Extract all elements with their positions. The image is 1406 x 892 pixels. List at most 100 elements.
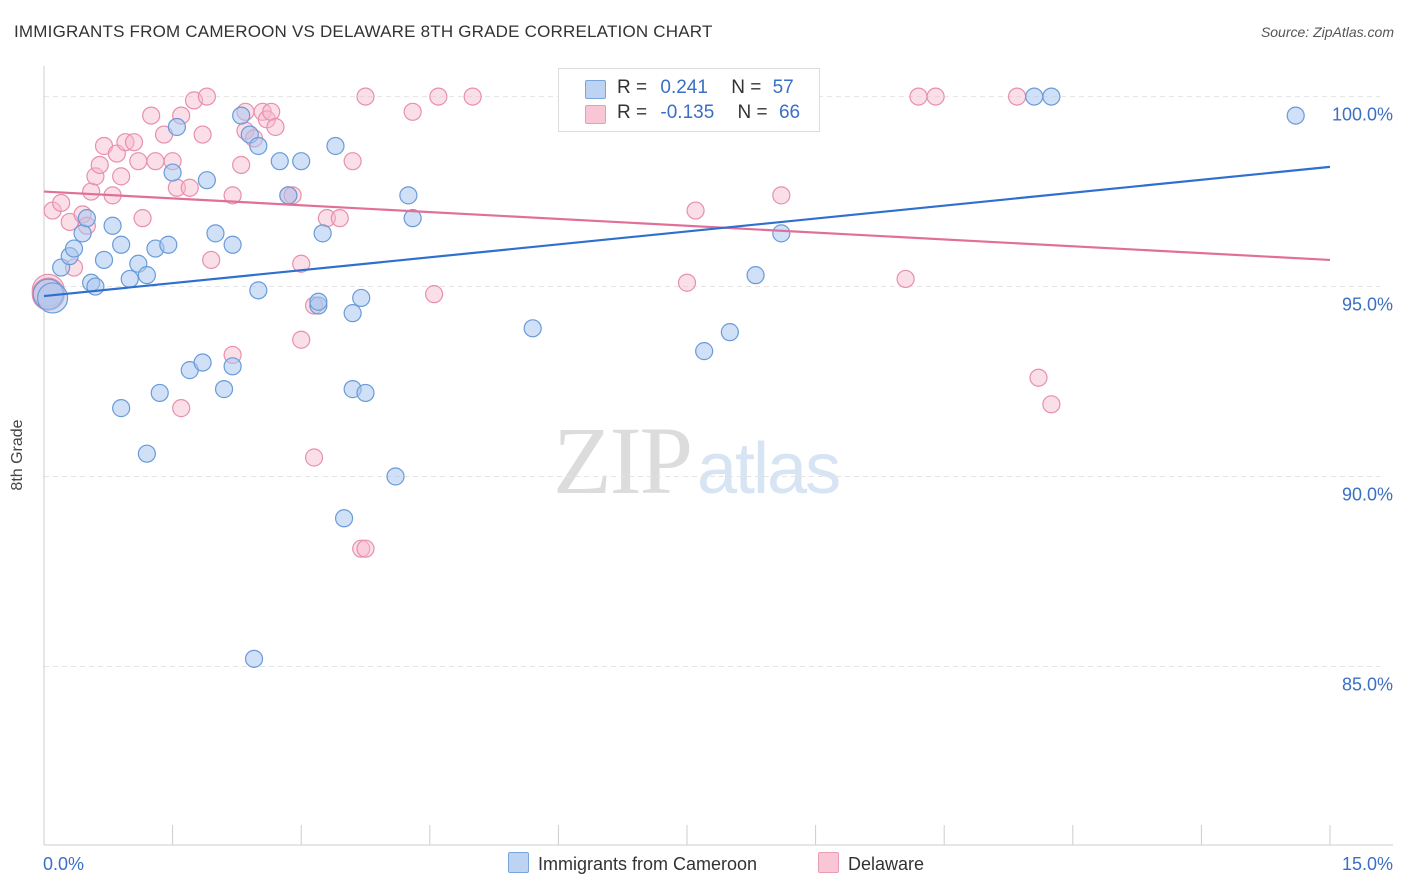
delaware-point: [909, 87, 928, 106]
legend-n-value: 66: [778, 102, 801, 123]
delaware-point: [1007, 87, 1027, 106]
delaware-point: [343, 152, 362, 171]
delaware-point: [112, 167, 131, 186]
cameroon-point: [292, 152, 311, 171]
legend-r-value: 0.241: [660, 77, 708, 98]
cameroon-point: [214, 380, 234, 399]
cameroon-point: [120, 269, 139, 289]
legend-n-label: N =: [731, 77, 762, 98]
bottom-legend-delaware-label: Delaware: [848, 854, 925, 874]
delaware-point: [52, 193, 71, 213]
delaware-point: [193, 125, 212, 144]
cameroon-point: [193, 353, 212, 372]
cameroon-point: [103, 216, 122, 235]
delaware-point: [1029, 368, 1048, 387]
delaware-point: [146, 152, 165, 171]
cameroon-point: [206, 224, 225, 243]
cameroon-point: [163, 163, 182, 182]
delaware-point: [172, 399, 191, 418]
legend-text-cameroon: R = 0.241 N = 57: [617, 77, 794, 99]
cameroon-points: [32, 87, 1305, 668]
cameroon-point: [94, 250, 114, 270]
cameroon-point: [403, 209, 422, 228]
delaware-point: [677, 273, 697, 292]
legend-n-value: 57: [772, 77, 794, 98]
delaware-point: [686, 201, 705, 220]
delaware-point: [1042, 395, 1061, 414]
legend-swatch-cameroon: [585, 80, 606, 99]
delaware-trend-line: [43, 190, 1331, 262]
cameroon-point: [356, 383, 375, 403]
delaware-point: [304, 448, 324, 467]
cameroon-point: [223, 235, 242, 254]
bottom-swatch-delaware: [818, 852, 839, 873]
cameroon-point: [249, 281, 268, 300]
y-tick-label: 90.0%: [1342, 484, 1393, 504]
trend-lines: [43, 165, 1331, 298]
watermark: ZIPatlas: [553, 405, 841, 516]
delaware-point: [232, 155, 251, 175]
cameroon-point: [399, 186, 418, 205]
cameroon-point: [334, 509, 354, 528]
x-tick-label: 0.0%: [43, 854, 84, 874]
y-axis-label: 8th Grade: [9, 419, 26, 491]
delaware-point: [356, 539, 375, 558]
cameroon-trend-line: [43, 165, 1331, 298]
cameroon-point: [343, 304, 362, 323]
delaware-point: [202, 250, 221, 270]
cameroon-point: [523, 319, 542, 338]
legend-n-label: N =: [737, 102, 768, 123]
delaware-point: [356, 87, 375, 106]
delaware-point: [463, 87, 482, 106]
delaware-point: [180, 178, 199, 197]
cameroon-point: [1286, 106, 1305, 125]
delaware-points: [31, 87, 1061, 558]
cameroon-point: [326, 136, 345, 156]
delaware-point: [330, 209, 349, 228]
y-tick-label: 100.0%: [1332, 105, 1393, 125]
delaware-point: [292, 330, 311, 349]
axis-layer: [43, 66, 1393, 846]
cameroon-point: [36, 282, 69, 314]
cameroon-point: [1025, 87, 1044, 106]
cameroon-point: [112, 399, 131, 418]
cameroon-point: [746, 266, 765, 285]
delaware-point: [197, 87, 216, 106]
delaware-point: [429, 87, 448, 106]
cameroon-point: [159, 235, 178, 254]
cameroon-point: [309, 292, 328, 311]
legend-swatch-delaware: [585, 105, 606, 124]
y-tick-label: 85.0%: [1342, 674, 1393, 694]
delaware-point: [772, 186, 791, 205]
y-tick-label: 95.0%: [1342, 295, 1393, 315]
cameroon-point: [197, 171, 216, 190]
bottom-legend-cameroon-label: Immigrants from Cameroon: [538, 854, 758, 874]
source-label: Source: ZipAtlas.com: [1260, 24, 1394, 40]
delaware-point: [352, 539, 371, 558]
cameroon-point: [232, 106, 251, 125]
delaware-point: [124, 133, 144, 152]
watermark-atlas: atlas: [697, 429, 841, 509]
delaware-point: [424, 285, 444, 304]
cameroon-point: [279, 186, 298, 205]
cameroon-point: [112, 235, 131, 254]
cameroon-point: [137, 266, 156, 285]
cameroon-point: [137, 444, 156, 463]
legend-text-delaware: R = -0.135 N = 66: [617, 102, 800, 124]
delaware-point: [292, 254, 311, 273]
x-tick-label: 15.0%: [1342, 854, 1393, 874]
cameroon-point: [1042, 87, 1061, 106]
cameroon-point: [150, 383, 169, 403]
delaware-point: [86, 167, 105, 186]
legend-r-label: R =: [617, 77, 648, 98]
delaware-point: [90, 155, 109, 175]
cameroon-point: [167, 117, 186, 137]
delaware-point: [223, 186, 242, 205]
cameroon-point: [270, 152, 289, 171]
cameroon-point: [352, 288, 371, 308]
cameroon-point: [720, 323, 739, 342]
cameroon-point: [695, 342, 714, 361]
delaware-point: [142, 106, 161, 125]
chart-title: IMMIGRANTS FROM CAMEROON VS DELAWARE 8TH…: [14, 22, 713, 41]
cameroon-point: [77, 209, 96, 228]
